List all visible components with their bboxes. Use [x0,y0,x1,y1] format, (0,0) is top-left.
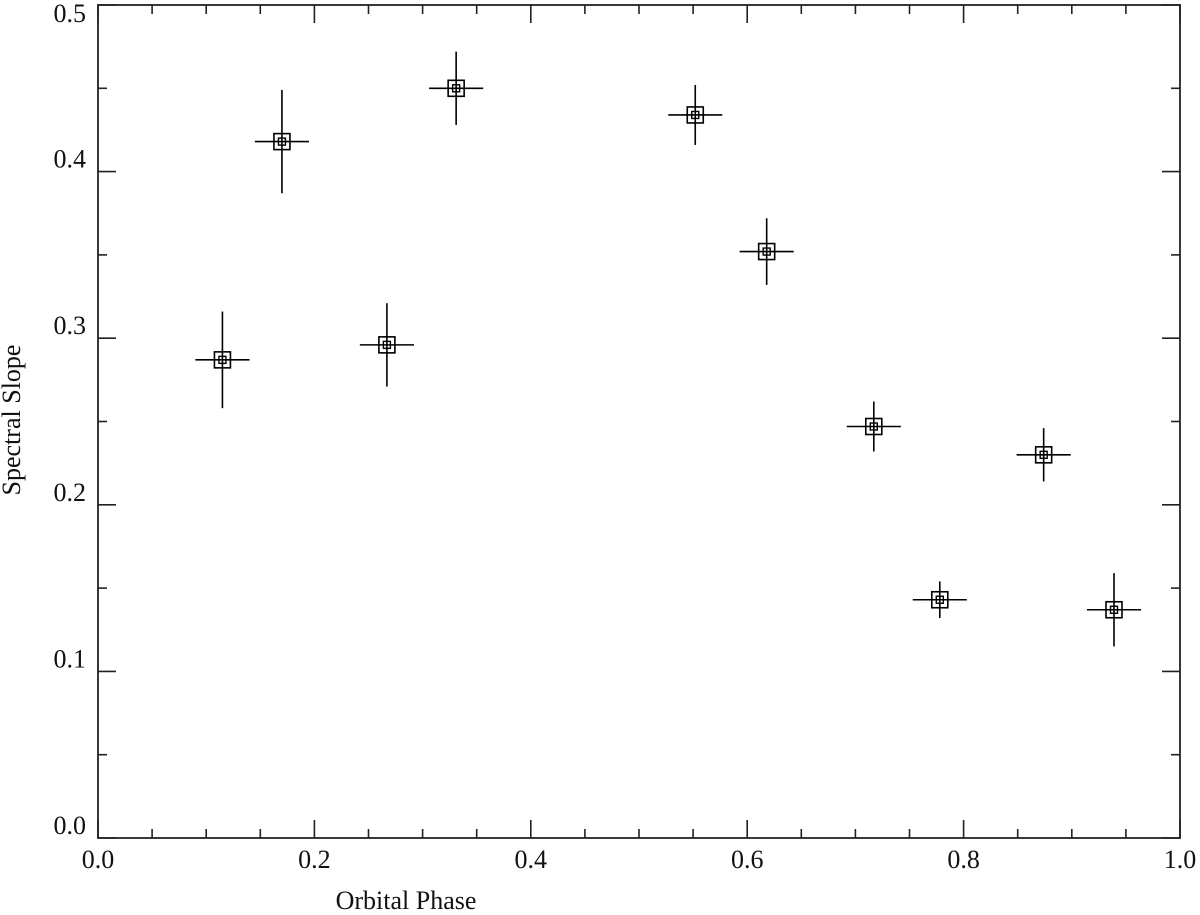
x-tick-label: 0.0 [82,845,115,874]
marker-inner [277,137,287,146]
y-tick-label: 0.2 [54,478,87,507]
marker [930,590,949,609]
marker [757,242,776,261]
marker-inner [869,422,878,431]
marker [213,351,232,369]
y-tick-label: 0.3 [54,311,87,340]
marker-inner [218,355,227,365]
marker-inner [451,84,461,93]
marker [378,336,396,354]
marker-inner [935,595,944,604]
marker-inner [762,247,771,256]
plot-frame [97,4,1181,839]
x-tick-label: 0.2 [298,845,331,874]
y-tick-label: 0.4 [54,145,87,174]
marker-inner [1109,605,1119,614]
x-tick-label: 0.4 [515,845,548,874]
marker [273,132,291,151]
marker [1105,600,1123,619]
y-tick-label: 0.0 [54,811,87,840]
marker-inner [1039,450,1048,460]
marker-inner [691,110,700,120]
x-tick-label: 0.8 [947,845,980,874]
y-axis-title: Spectral Slope [0,345,26,496]
x-tick-label: 0.6 [731,845,764,874]
y-tick-label: 0.1 [54,644,87,673]
marker [864,417,883,436]
marker [1034,446,1053,464]
y-tick-label: 0.5 [54,0,87,28]
marker [447,79,465,98]
marker-inner [382,340,392,350]
x-tick-label: 1.0 [1164,845,1197,874]
x-axis-title: Orbital Phase [336,886,477,915]
marker [686,106,705,124]
